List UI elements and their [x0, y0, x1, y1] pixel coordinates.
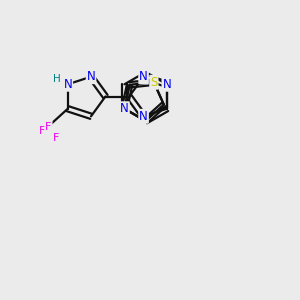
- Text: H: H: [52, 74, 60, 84]
- Text: S: S: [150, 76, 158, 89]
- Text: N: N: [139, 110, 148, 123]
- Text: N: N: [120, 102, 129, 115]
- Text: N: N: [87, 70, 95, 83]
- Text: F: F: [53, 134, 59, 143]
- Text: F: F: [45, 122, 52, 132]
- Text: N: N: [63, 78, 72, 91]
- Text: F: F: [39, 126, 46, 136]
- Text: N: N: [139, 70, 148, 83]
- Text: N: N: [163, 78, 171, 91]
